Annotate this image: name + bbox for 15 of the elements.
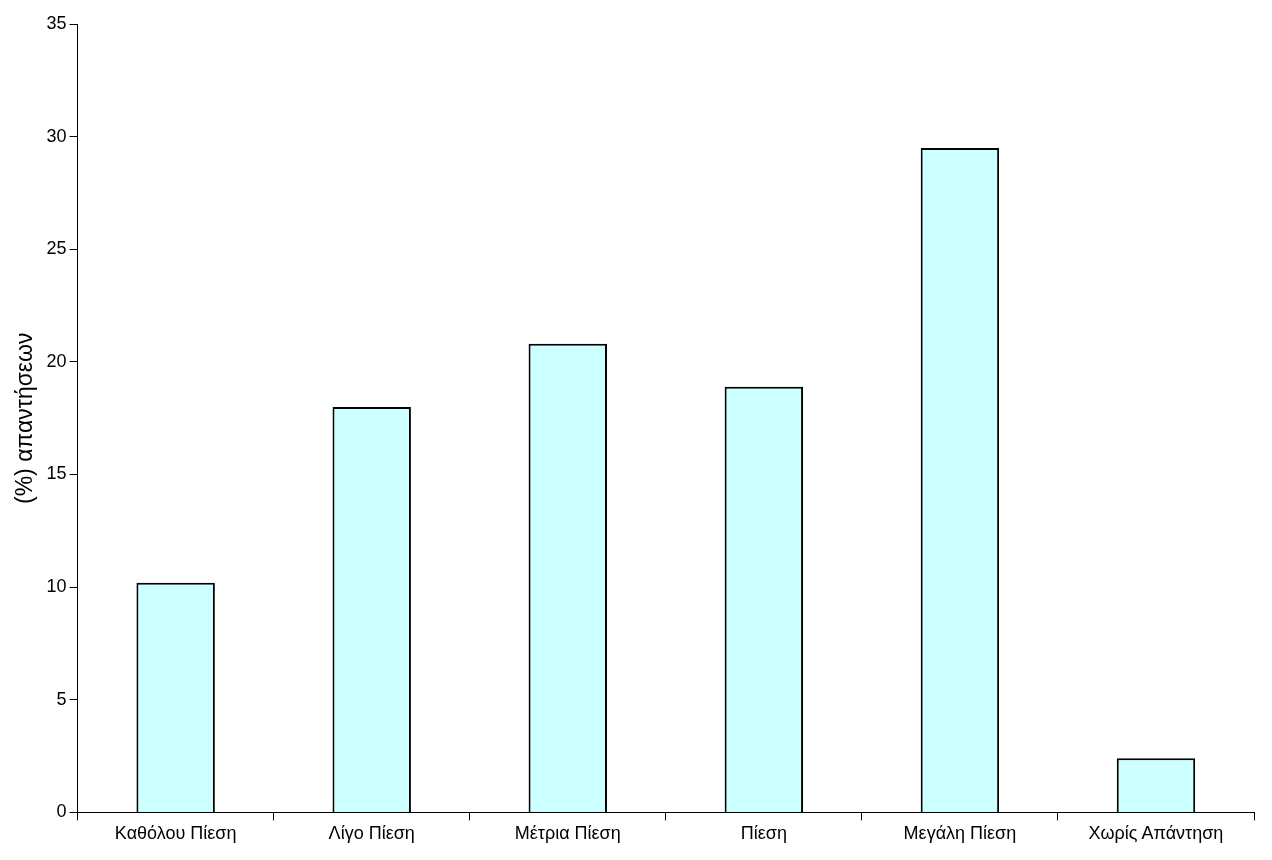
y-tick-label: 30 bbox=[46, 125, 67, 146]
y-tick-label: 5 bbox=[56, 688, 67, 709]
y-tick-label: 35 bbox=[46, 12, 67, 33]
y-tick-label: 25 bbox=[46, 238, 67, 259]
x-tick-label: Καθόλου Πίεση bbox=[114, 823, 237, 844]
y-tick-label: 0 bbox=[56, 801, 67, 822]
x-tick-label: Χωρίς Απάντηση bbox=[1088, 823, 1224, 844]
x-tick-label: Λίγο Πίεση bbox=[328, 823, 415, 844]
y-tick-label: 20 bbox=[46, 350, 67, 371]
y-axis-title: (%) απαντήσεων bbox=[11, 332, 38, 504]
x-tick-label: Μέτρια Πίεση bbox=[514, 823, 621, 844]
y-tick-label: 15 bbox=[46, 463, 67, 484]
x-tick-label: Πίεση bbox=[740, 823, 787, 844]
x-tick-label: Μεγάλη Πίεση bbox=[903, 823, 1017, 844]
y-tick-label: 10 bbox=[46, 576, 67, 597]
